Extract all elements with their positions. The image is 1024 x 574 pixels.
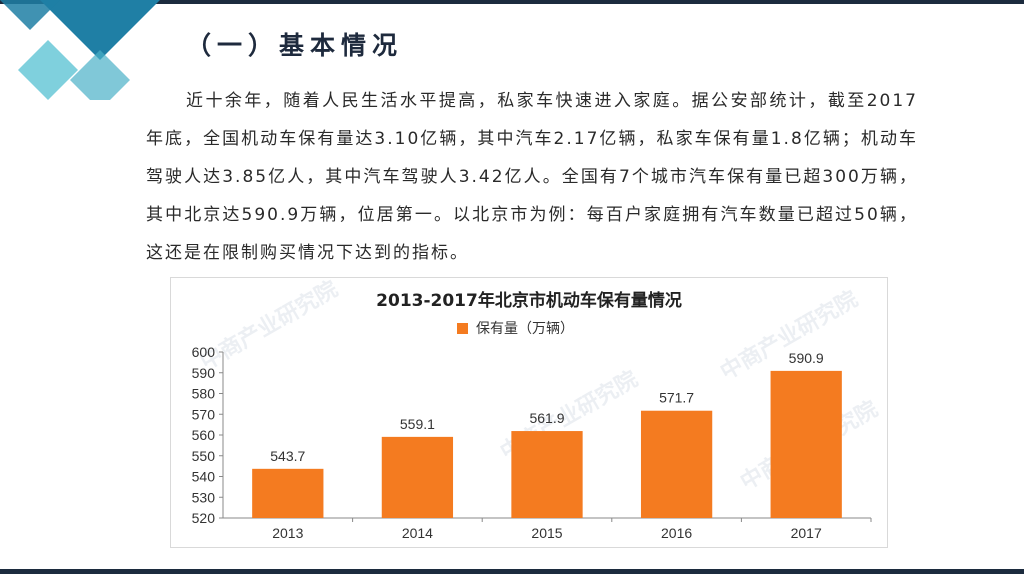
bar bbox=[640, 410, 713, 518]
data-label: 561.9 bbox=[529, 410, 564, 426]
x-tick-label: 2013 bbox=[272, 525, 303, 541]
data-label: 590.9 bbox=[789, 350, 824, 366]
legend-swatch bbox=[457, 322, 468, 334]
x-tick-label: 2014 bbox=[402, 525, 433, 541]
bar-chart: 520 530 540 550 560 570 580 590 600 543.7 2013 559.… bbox=[192, 344, 872, 541]
y-tick-label: 540 bbox=[192, 469, 216, 485]
y-tick-label: 600 bbox=[192, 344, 216, 360]
y-tick-label: 550 bbox=[192, 448, 216, 464]
y-tick-label: 530 bbox=[192, 489, 216, 505]
y-tick-label: 570 bbox=[192, 406, 216, 422]
chart-title: 2013-2017年北京市机动车保有量情况 bbox=[376, 291, 682, 311]
legend-label: 保有量（万辆） bbox=[476, 321, 574, 337]
top-border-bar bbox=[0, 0, 1024, 4]
body-paragraph: 近十余年，随着人民生活水平提高，私家车快速进入家庭。据公安部统计，截至2017年… bbox=[146, 91, 918, 263]
data-label: 543.7 bbox=[270, 448, 305, 464]
chart-legend: 保有量（万辆） bbox=[457, 318, 574, 338]
y-tick-label: 590 bbox=[192, 365, 216, 381]
y-tick-label: 580 bbox=[192, 386, 216, 402]
bar bbox=[381, 436, 454, 518]
data-label: 559.1 bbox=[400, 416, 435, 432]
x-tick-label: 2016 bbox=[661, 525, 692, 541]
data-label: 571.7 bbox=[659, 390, 694, 406]
bottom-border-bar bbox=[0, 569, 1024, 574]
x-tick-label: 2015 bbox=[531, 525, 562, 541]
y-tick-label: 560 bbox=[192, 427, 216, 443]
page-title: （一）基本情况 bbox=[186, 31, 404, 60]
bar bbox=[511, 431, 583, 518]
y-tick-label: 520 bbox=[192, 510, 216, 526]
x-tick-label: 2017 bbox=[791, 525, 822, 541]
chart-frame: 中商产业研究院 中商产业研究院 中商产业研究院 中商产业研究院 2013-201… bbox=[170, 277, 888, 548]
corner-decoration bbox=[0, 0, 160, 100]
bar bbox=[770, 370, 842, 518]
bar bbox=[252, 468, 324, 518]
